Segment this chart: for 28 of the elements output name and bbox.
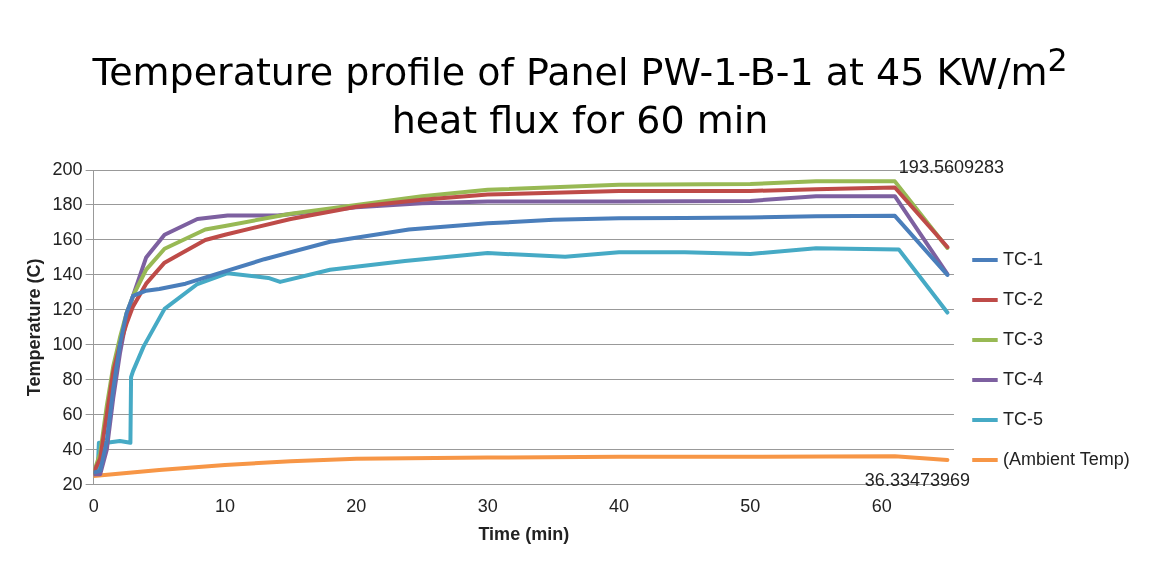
y-tick-label: 180	[52, 193, 83, 214]
legend-label: (Ambient Temp)	[1002, 448, 1130, 469]
x-axis-title: Time (min)	[478, 524, 570, 545]
x-tick-label: 10	[214, 495, 235, 516]
y-tick-label: 60	[62, 403, 83, 424]
y-tick-label: 100	[52, 333, 83, 354]
x-tick-label: 0	[88, 495, 99, 516]
chart-title: Temperature profile of Panel PW-1-B-1 at 45 KW/m$^{2}$ heat flux for 60 min	[92, 42, 1068, 142]
legend-label: TC-3	[1002, 328, 1043, 349]
x-tick-label: 40	[609, 495, 630, 516]
x-tick-label: 50	[740, 495, 761, 516]
y-tick-label: 160	[52, 228, 83, 249]
y-tick-label: 200	[52, 158, 83, 179]
legend-label: TC-2	[1002, 288, 1043, 309]
y-tick-label: 140	[52, 263, 83, 284]
x-tick-label: 20	[346, 495, 367, 516]
y-axis-title: Temperature (C)	[23, 258, 44, 397]
y-tick-label: 120	[52, 298, 83, 319]
legend-label: TC-4	[1002, 368, 1043, 389]
y-tick-label: 40	[62, 438, 83, 459]
legend-label: TC-1	[1002, 248, 1043, 269]
y-tick-label: 80	[62, 368, 83, 389]
annotation: 193.5609283	[898, 157, 1004, 178]
y-tick-label: 20	[62, 473, 83, 494]
annotation: 36.33473969	[864, 470, 970, 491]
legend-label: TC-5	[1002, 408, 1043, 429]
x-tick-label: 60	[871, 495, 892, 516]
x-tick-label: 30	[477, 495, 498, 516]
